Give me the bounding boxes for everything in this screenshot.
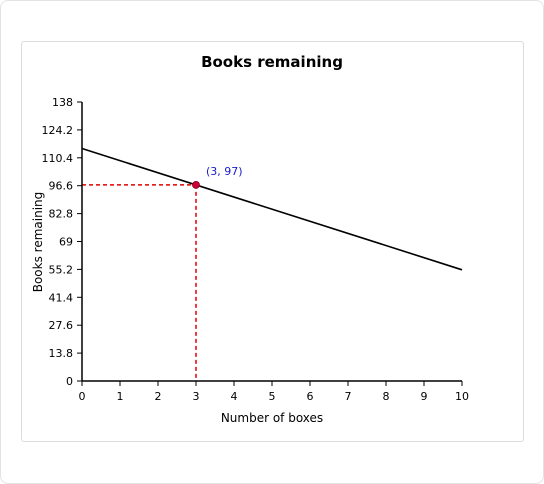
y-tick-label: 69 xyxy=(59,236,73,249)
x-tick-label: 3 xyxy=(193,390,200,403)
x-tick-label: 6 xyxy=(307,390,314,403)
series-line xyxy=(81,147,463,271)
x-tick-label: 9 xyxy=(421,390,428,403)
x-tick-label: 2 xyxy=(155,390,162,403)
x-tick-label: 4 xyxy=(231,390,238,403)
x-tick-label: 1 xyxy=(117,390,124,403)
x-tick-label: 10 xyxy=(455,390,469,403)
x-tick-label: 0 xyxy=(79,390,86,403)
y-tick-label: 138 xyxy=(52,96,73,109)
y-tick-label: 110.4 xyxy=(42,152,74,165)
y-tick-label: 0 xyxy=(66,375,73,388)
x-axis-label: Number of boxes xyxy=(221,411,323,425)
y-tick-label: 55.2 xyxy=(49,263,74,276)
x-tick-label: 7 xyxy=(345,390,352,403)
chart-card xyxy=(21,41,524,442)
y-tick-label: 82.8 xyxy=(49,208,74,221)
y-tick-label: 124.2 xyxy=(42,124,74,137)
y-tick-label: 96.6 xyxy=(49,180,74,193)
y-axis-label: Books remaining xyxy=(31,192,45,293)
x-tick-label: 8 xyxy=(383,390,390,403)
highlight-point-label: (3, 97) xyxy=(206,165,243,178)
y-tick-label: 27.6 xyxy=(49,319,74,332)
y-tick-label: 13.8 xyxy=(49,347,74,360)
y-tick-label: 41.4 xyxy=(49,291,74,304)
highlight-point xyxy=(192,180,200,189)
x-tick-label: 5 xyxy=(269,390,276,403)
chart-title: Books remaining xyxy=(201,53,343,71)
